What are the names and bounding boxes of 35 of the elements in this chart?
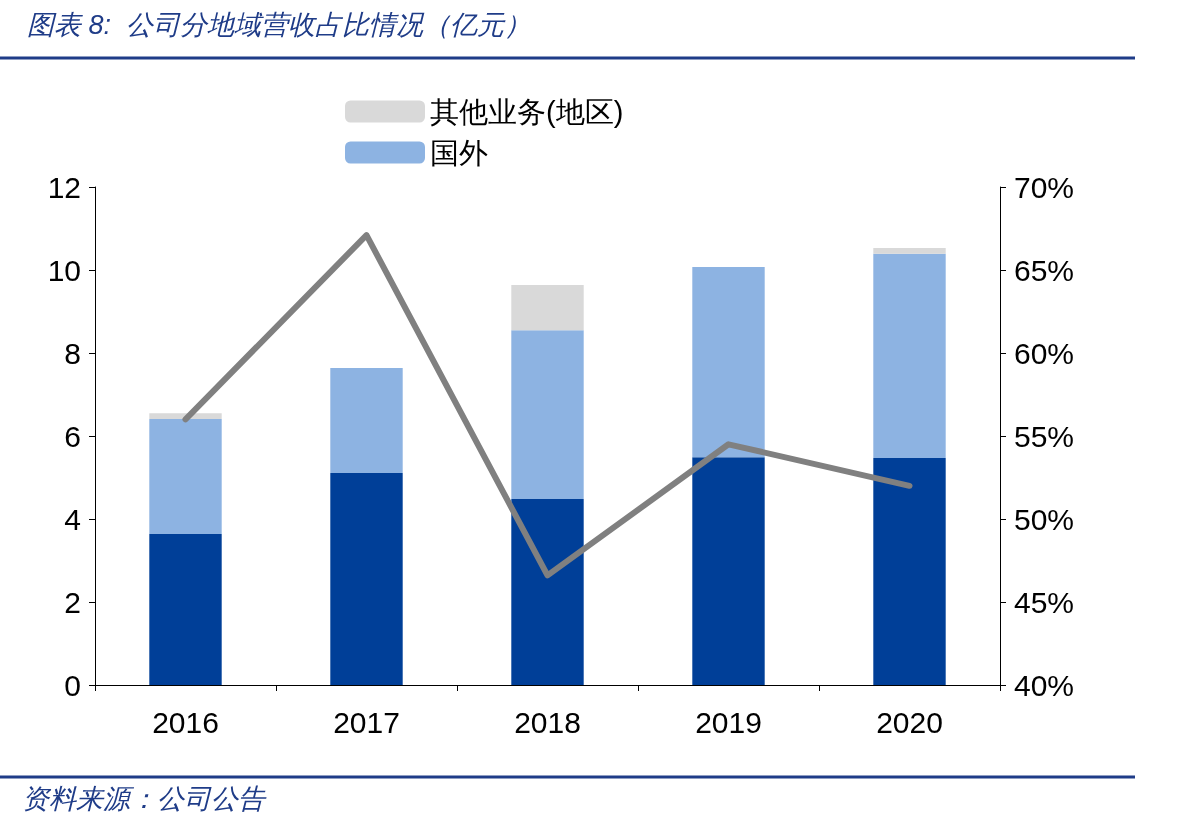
y-tick-label: 12: [47, 170, 81, 204]
y-tick-label: 2: [64, 585, 81, 619]
y-tick-label: 10: [47, 253, 81, 287]
bar: [149, 533, 222, 685]
bar: [692, 267, 765, 458]
bar: [330, 367, 403, 473]
chart-title: 图表 8: 公司分地域营收占比情况（亿元）: [27, 9, 532, 40]
y2-tick-label: 40%: [1014, 668, 1075, 702]
x-tick-label: 2016: [152, 705, 219, 739]
y-tick-label: 8: [64, 336, 81, 370]
bar: [149, 418, 222, 534]
y2-tick-label: 70%: [1014, 170, 1075, 204]
x-tick-label: 2017: [333, 705, 400, 739]
legend-label: 其他业务(地区): [430, 95, 624, 128]
bar: [873, 253, 946, 458]
x-tick-label: 2020: [876, 705, 943, 739]
legend-label: 国外: [430, 136, 488, 169]
y2-tick-label: 60%: [1014, 336, 1075, 370]
bar: [511, 330, 584, 500]
y2-tick-label: 45%: [1014, 585, 1075, 619]
y2-tick-label: 65%: [1014, 253, 1075, 287]
bar: [692, 457, 765, 685]
bar: [330, 472, 403, 685]
bar: [873, 458, 946, 685]
y-tick-label: 6: [64, 419, 81, 453]
text: 资料来源：公司公告: [22, 783, 267, 814]
x-tick-label: 2019: [695, 705, 762, 739]
y2-tick-label: 55%: [1014, 419, 1075, 453]
y2-tick-label: 50%: [1014, 502, 1075, 536]
y-tick-label: 0: [64, 668, 81, 702]
x-tick-label: 2018: [514, 705, 581, 739]
bar: [873, 248, 946, 254]
bar: [511, 499, 584, 685]
bar: [511, 284, 584, 331]
y-tick-label: 4: [64, 502, 81, 536]
